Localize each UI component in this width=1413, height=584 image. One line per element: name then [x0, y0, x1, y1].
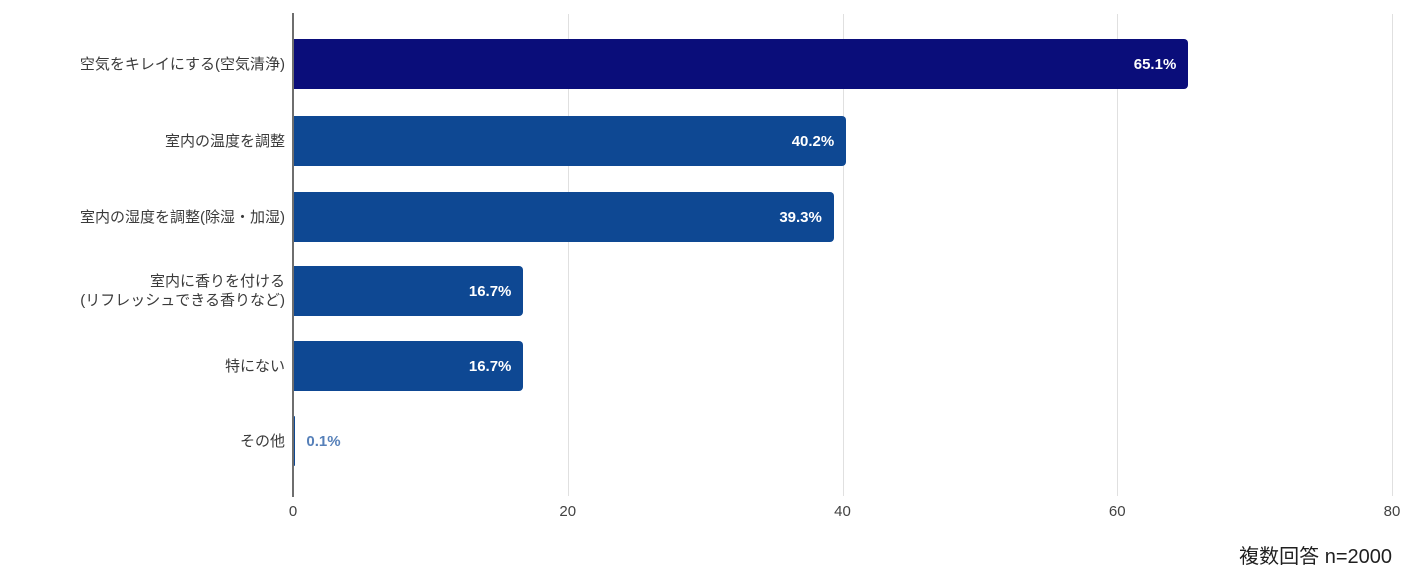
bar-value-label: 65.1%	[1133, 55, 1177, 73]
bar: 16.7%	[294, 266, 524, 316]
x-tick-label: 20	[559, 503, 577, 520]
bar: 65.1%	[294, 39, 1189, 89]
bar: 40.2%	[294, 116, 847, 166]
gridline	[1392, 14, 1393, 496]
bar-value-label: 16.7%	[468, 357, 512, 375]
x-tick-label: 60	[1108, 503, 1126, 520]
gridline	[1117, 14, 1119, 496]
x-tick-label: 0	[288, 503, 298, 520]
category-label: その他	[239, 432, 285, 450]
bar: 39.3%	[294, 192, 834, 242]
x-tick-label: 40	[834, 503, 851, 520]
bar-value-label: 39.3%	[779, 208, 822, 226]
bar	[294, 416, 296, 466]
category-label: 室内の温度を調整	[164, 132, 285, 150]
chart-note: 複数回答 n=2000	[1239, 546, 1392, 568]
x-tick-label: 80	[1383, 503, 1401, 520]
bar-value-label: 0.1%	[306, 432, 341, 450]
category-label: 空気をキレイにする(空気清浄)	[79, 55, 285, 73]
gridline	[842, 14, 844, 496]
gridline	[567, 14, 569, 496]
category-label: 特にない	[224, 357, 285, 375]
bar: 16.7%	[294, 341, 524, 391]
bar-value-label: 16.7%	[468, 282, 512, 300]
category-label: 室内に香りを付ける (リフレッシュできる香りなど)	[80, 273, 285, 309]
y-axis-line	[292, 13, 294, 497]
category-label: 室内の湿度を調整(除湿・加湿)	[80, 208, 285, 226]
bar-value-label: 40.2%	[791, 132, 835, 150]
